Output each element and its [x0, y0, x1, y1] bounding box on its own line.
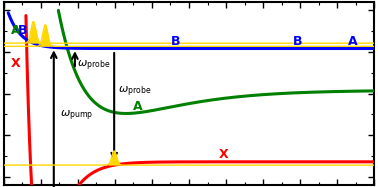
- Text: $\omega_{\mathregular{probe}}$: $\omega_{\mathregular{probe}}$: [77, 59, 111, 73]
- Text: B: B: [170, 35, 180, 48]
- Text: A: A: [11, 24, 20, 37]
- Text: B: B: [18, 24, 27, 37]
- Text: B: B: [293, 35, 302, 48]
- Text: X: X: [11, 57, 20, 70]
- Text: $\omega_{\mathregular{probe}}$: $\omega_{\mathregular{probe}}$: [118, 85, 152, 99]
- Text: A: A: [348, 35, 358, 48]
- Text: $\omega_{\mathregular{pump}}$: $\omega_{\mathregular{pump}}$: [60, 108, 93, 123]
- Text: A: A: [133, 100, 143, 113]
- Text: X: X: [218, 148, 228, 162]
